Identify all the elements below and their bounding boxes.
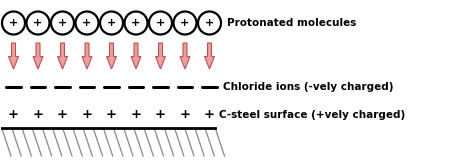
Circle shape	[75, 11, 99, 34]
Text: Chloride ions (-vely charged): Chloride ions (-vely charged)	[223, 82, 393, 92]
Text: +: +	[57, 109, 68, 122]
Polygon shape	[107, 43, 117, 69]
Text: Protonated molecules: Protonated molecules	[227, 18, 356, 28]
Circle shape	[173, 11, 197, 34]
Text: C-steel surface (+vely charged): C-steel surface (+vely charged)	[219, 110, 406, 120]
Circle shape	[125, 11, 147, 34]
Text: +: +	[33, 18, 43, 28]
Circle shape	[198, 11, 221, 34]
Polygon shape	[180, 43, 190, 69]
Text: +: +	[156, 18, 165, 28]
Text: +: +	[181, 18, 190, 28]
Polygon shape	[9, 43, 18, 69]
Circle shape	[100, 11, 123, 34]
Text: +: +	[180, 109, 191, 122]
Text: +: +	[8, 109, 19, 122]
Text: +: +	[9, 18, 18, 28]
Text: +: +	[107, 18, 116, 28]
Text: +: +	[205, 18, 214, 28]
Text: +: +	[82, 109, 92, 122]
Circle shape	[149, 11, 172, 34]
Polygon shape	[57, 43, 67, 69]
Polygon shape	[33, 43, 43, 69]
Polygon shape	[155, 43, 165, 69]
Text: +: +	[204, 109, 215, 122]
Text: +: +	[130, 109, 142, 122]
Circle shape	[2, 11, 25, 34]
Circle shape	[27, 11, 49, 34]
Text: +: +	[155, 109, 166, 122]
Text: +: +	[82, 18, 91, 28]
Text: +: +	[33, 109, 44, 122]
Text: +: +	[106, 109, 117, 122]
Text: +: +	[58, 18, 67, 28]
Circle shape	[51, 11, 74, 34]
Polygon shape	[204, 43, 215, 69]
Text: +: +	[131, 18, 141, 28]
Polygon shape	[82, 43, 92, 69]
Polygon shape	[131, 43, 141, 69]
